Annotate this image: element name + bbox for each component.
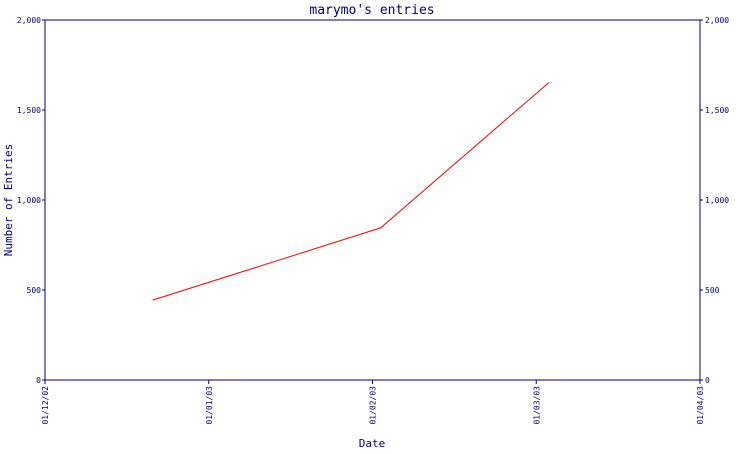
y-axis-right: 0 500 1,000 1,500 2,000 — [700, 16, 729, 385]
y-tick-label-right: 1,500 — [705, 106, 729, 115]
y-tick-label-right: 0 — [705, 376, 710, 385]
y-tick-label-right: 500 — [705, 286, 720, 295]
series-layer — [152, 82, 550, 301]
x-tick-label: 01/04/03 — [696, 386, 705, 425]
y-tick-label-right: 1,000 — [705, 196, 729, 205]
series-line — [153, 82, 549, 301]
y-tick-label-left: 0 — [36, 376, 41, 385]
y-axis-label: Number of Entries — [2, 144, 15, 257]
y-axis-left: 0 500 1,000 1,500 2,000 — [17, 16, 45, 385]
data-point — [380, 227, 382, 229]
plot-frame — [44, 19, 701, 381]
x-axis: 01/12/02 01/01/03 01/02/03 01/03/03 01/04/03 — [41, 380, 705, 425]
plot-border — [44, 19, 701, 381]
x-tick-label: 01/12/02 — [41, 386, 50, 425]
y-tick-label-left: 1,000 — [17, 196, 41, 205]
x-tick-label: 01/02/03 — [369, 386, 378, 425]
data-point — [547, 82, 550, 84]
y-tick-label-left: 500 — [27, 286, 42, 295]
y-tick-label-left: 2,000 — [17, 16, 41, 25]
y-tick-label-right: 2,000 — [705, 16, 729, 25]
chart-title: marymo's entries — [309, 3, 434, 18]
data-point — [152, 299, 154, 301]
x-axis-label: Date — [359, 437, 386, 450]
y-tick-label-left: 1,500 — [17, 106, 41, 115]
x-tick-label: 01/03/03 — [532, 386, 541, 425]
x-tick-label: 01/01/03 — [205, 386, 214, 425]
